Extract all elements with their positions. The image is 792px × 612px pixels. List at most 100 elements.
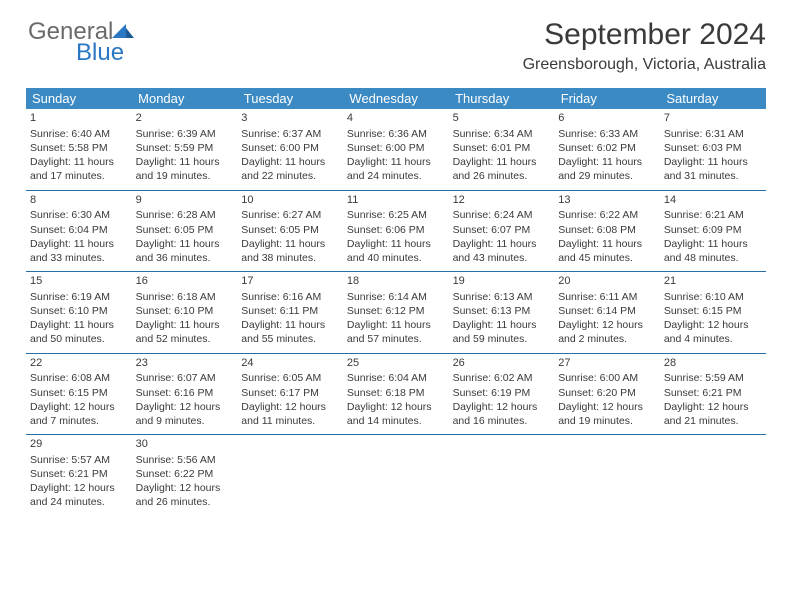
daylight-line: and 36 minutes. bbox=[136, 251, 234, 265]
sunrise-line: Sunrise: 5:57 AM bbox=[30, 453, 128, 467]
daylight-line: Daylight: 11 hours bbox=[30, 237, 128, 251]
day-number: 16 bbox=[136, 274, 234, 289]
sunset-line: Sunset: 6:13 PM bbox=[453, 304, 551, 318]
header: September 2024 Greensborough, Victoria, … bbox=[26, 18, 766, 74]
daylight-line: Daylight: 11 hours bbox=[664, 155, 762, 169]
day-number: 7 bbox=[664, 111, 762, 126]
daylight-line: and 2 minutes. bbox=[558, 332, 656, 346]
sunrise-line: Sunrise: 6:05 AM bbox=[241, 371, 339, 385]
day-number: 12 bbox=[453, 193, 551, 208]
daylight-line: and 14 minutes. bbox=[347, 414, 445, 428]
sunrise-line: Sunrise: 6:24 AM bbox=[453, 208, 551, 222]
dayhead-tue: Tuesday bbox=[237, 88, 343, 109]
day-number: 13 bbox=[558, 193, 656, 208]
daylight-line: Daylight: 11 hours bbox=[30, 155, 128, 169]
daylight-line: Daylight: 11 hours bbox=[241, 155, 339, 169]
sunrise-line: Sunrise: 6:02 AM bbox=[453, 371, 551, 385]
day-number: 21 bbox=[664, 274, 762, 289]
daylight-line: and 45 minutes. bbox=[558, 251, 656, 265]
sunrise-line: Sunrise: 6:19 AM bbox=[30, 290, 128, 304]
location-line: Greensborough, Victoria, Australia bbox=[26, 56, 766, 74]
calendar-cell: 10Sunrise: 6:27 AMSunset: 6:05 PMDayligh… bbox=[237, 190, 343, 272]
sunrise-line: Sunrise: 6:14 AM bbox=[347, 290, 445, 304]
daylight-line: Daylight: 12 hours bbox=[30, 400, 128, 414]
daylight-line: Daylight: 12 hours bbox=[558, 400, 656, 414]
calendar-cell: 17Sunrise: 6:16 AMSunset: 6:11 PMDayligh… bbox=[237, 272, 343, 354]
day-number: 30 bbox=[136, 437, 234, 452]
calendar-cell: 8Sunrise: 6:30 AMSunset: 6:04 PMDaylight… bbox=[26, 190, 132, 272]
daylight-line: and 9 minutes. bbox=[136, 414, 234, 428]
day-number: 3 bbox=[241, 111, 339, 126]
daylight-line: and 31 minutes. bbox=[664, 169, 762, 183]
sunset-line: Sunset: 6:19 PM bbox=[453, 386, 551, 400]
calendar-cell: 14Sunrise: 6:21 AMSunset: 6:09 PMDayligh… bbox=[660, 190, 766, 272]
logo-word2: Blue bbox=[76, 41, 124, 65]
day-number: 20 bbox=[558, 274, 656, 289]
daylight-line: and 24 minutes. bbox=[347, 169, 445, 183]
daylight-line: Daylight: 12 hours bbox=[241, 400, 339, 414]
day-number: 15 bbox=[30, 274, 128, 289]
sunset-line: Sunset: 6:09 PM bbox=[664, 223, 762, 237]
day-number: 24 bbox=[241, 356, 339, 371]
sunset-line: Sunset: 6:02 PM bbox=[558, 141, 656, 155]
calendar-cell: 12Sunrise: 6:24 AMSunset: 6:07 PMDayligh… bbox=[449, 190, 555, 272]
calendar-cell: 6Sunrise: 6:33 AMSunset: 6:02 PMDaylight… bbox=[554, 109, 660, 190]
sunrise-line: Sunrise: 6:18 AM bbox=[136, 290, 234, 304]
sunrise-line: Sunrise: 5:59 AM bbox=[664, 371, 762, 385]
sunset-line: Sunset: 6:01 PM bbox=[453, 141, 551, 155]
calendar-cell: 16Sunrise: 6:18 AMSunset: 6:10 PMDayligh… bbox=[132, 272, 238, 354]
daylight-line: and 48 minutes. bbox=[664, 251, 762, 265]
day-number: 29 bbox=[30, 437, 128, 452]
calendar-cell: 18Sunrise: 6:14 AMSunset: 6:12 PMDayligh… bbox=[343, 272, 449, 354]
calendar-cell: 29Sunrise: 5:57 AMSunset: 6:21 PMDayligh… bbox=[26, 435, 132, 516]
day-number: 4 bbox=[347, 111, 445, 126]
daylight-line: and 43 minutes. bbox=[453, 251, 551, 265]
calendar-cell: 23Sunrise: 6:07 AMSunset: 6:16 PMDayligh… bbox=[132, 353, 238, 435]
calendar-cell: 4Sunrise: 6:36 AMSunset: 6:00 PMDaylight… bbox=[343, 109, 449, 190]
daylight-line: Daylight: 11 hours bbox=[347, 318, 445, 332]
calendar-week-row: 8Sunrise: 6:30 AMSunset: 6:04 PMDaylight… bbox=[26, 190, 766, 272]
sunset-line: Sunset: 6:10 PM bbox=[136, 304, 234, 318]
sunset-line: Sunset: 6:00 PM bbox=[347, 141, 445, 155]
calendar-cell: 26Sunrise: 6:02 AMSunset: 6:19 PMDayligh… bbox=[449, 353, 555, 435]
sunrise-line: Sunrise: 6:00 AM bbox=[558, 371, 656, 385]
calendar-cell: 11Sunrise: 6:25 AMSunset: 6:06 PMDayligh… bbox=[343, 190, 449, 272]
daylight-line: Daylight: 11 hours bbox=[241, 318, 339, 332]
calendar-table: Sunday Monday Tuesday Wednesday Thursday… bbox=[26, 88, 766, 516]
sunrise-line: Sunrise: 5:56 AM bbox=[136, 453, 234, 467]
day-number: 2 bbox=[136, 111, 234, 126]
daylight-line: Daylight: 12 hours bbox=[664, 400, 762, 414]
calendar-week-row: 29Sunrise: 5:57 AMSunset: 6:21 PMDayligh… bbox=[26, 435, 766, 516]
sunrise-line: Sunrise: 6:36 AM bbox=[347, 127, 445, 141]
sunrise-line: Sunrise: 6:25 AM bbox=[347, 208, 445, 222]
day-number: 1 bbox=[30, 111, 128, 126]
daylight-line: and 29 minutes. bbox=[558, 169, 656, 183]
dayhead-thu: Thursday bbox=[449, 88, 555, 109]
calendar-cell: 19Sunrise: 6:13 AMSunset: 6:13 PMDayligh… bbox=[449, 272, 555, 354]
day-number: 22 bbox=[30, 356, 128, 371]
dayhead-wed: Wednesday bbox=[343, 88, 449, 109]
day-number: 17 bbox=[241, 274, 339, 289]
daylight-line: and 16 minutes. bbox=[453, 414, 551, 428]
calendar-week-row: 1Sunrise: 6:40 AMSunset: 5:58 PMDaylight… bbox=[26, 109, 766, 190]
calendar-cell: 27Sunrise: 6:00 AMSunset: 6:20 PMDayligh… bbox=[554, 353, 660, 435]
calendar-cell: 1Sunrise: 6:40 AMSunset: 5:58 PMDaylight… bbox=[26, 109, 132, 190]
daylight-line: and 57 minutes. bbox=[347, 332, 445, 346]
sunrise-line: Sunrise: 6:16 AM bbox=[241, 290, 339, 304]
sunset-line: Sunset: 6:20 PM bbox=[558, 386, 656, 400]
calendar-cell: 2Sunrise: 6:39 AMSunset: 5:59 PMDaylight… bbox=[132, 109, 238, 190]
day-number: 9 bbox=[136, 193, 234, 208]
sunset-line: Sunset: 6:05 PM bbox=[241, 223, 339, 237]
sunrise-line: Sunrise: 6:22 AM bbox=[558, 208, 656, 222]
dayhead-fri: Friday bbox=[554, 88, 660, 109]
daylight-line: and 50 minutes. bbox=[30, 332, 128, 346]
daylight-line: and 17 minutes. bbox=[30, 169, 128, 183]
sunset-line: Sunset: 6:14 PM bbox=[558, 304, 656, 318]
sunrise-line: Sunrise: 6:34 AM bbox=[453, 127, 551, 141]
sunset-line: Sunset: 6:22 PM bbox=[136, 467, 234, 481]
calendar-cell: 22Sunrise: 6:08 AMSunset: 6:15 PMDayligh… bbox=[26, 353, 132, 435]
daylight-line: Daylight: 11 hours bbox=[558, 155, 656, 169]
calendar-cell: 21Sunrise: 6:10 AMSunset: 6:15 PMDayligh… bbox=[660, 272, 766, 354]
sunset-line: Sunset: 6:00 PM bbox=[241, 141, 339, 155]
daylight-line: Daylight: 11 hours bbox=[30, 318, 128, 332]
